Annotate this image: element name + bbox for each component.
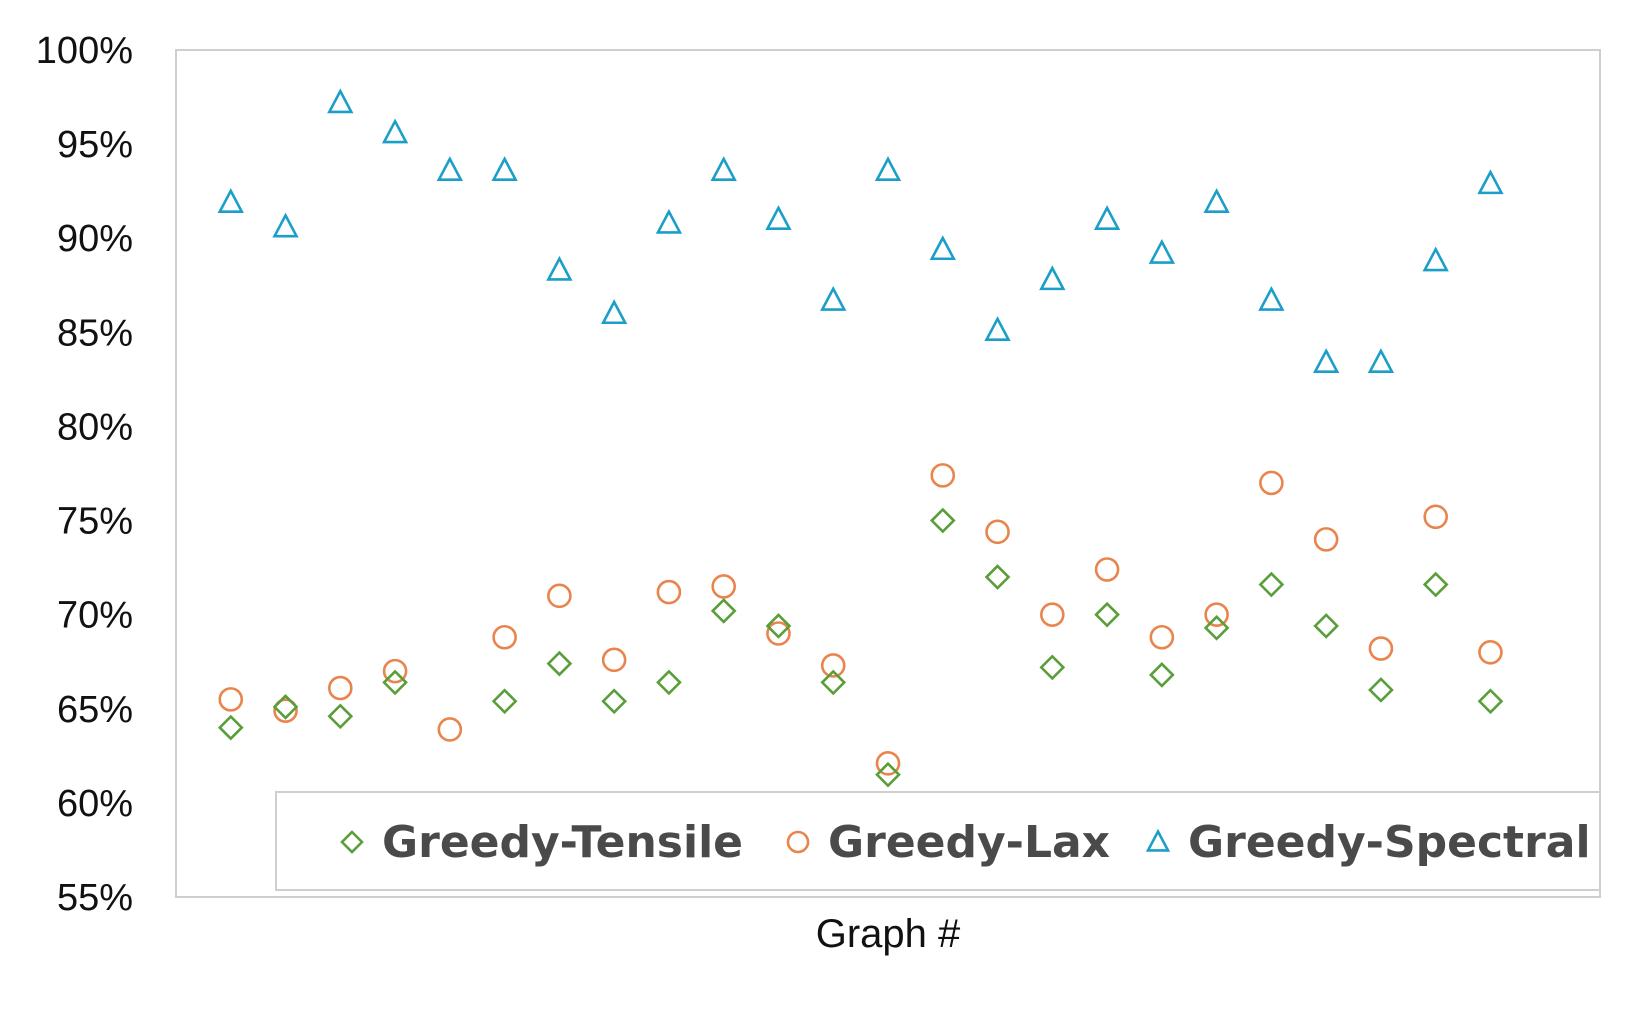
- y-tick-label: 65%: [57, 689, 133, 731]
- data-point-diamond: [1149, 662, 1175, 688]
- data-point-triangle: [1422, 246, 1449, 272]
- y-tick-label: 100%: [36, 30, 133, 72]
- data-point-circle: [1423, 504, 1448, 530]
- data-point-circle: [1313, 527, 1339, 552]
- y-tick-label: 55%: [57, 877, 133, 919]
- data-point-circle: [820, 653, 846, 678]
- data-point-circle: [492, 624, 517, 650]
- data-point-triangle: [655, 208, 683, 234]
- data-point-triangle: [381, 118, 409, 144]
- data-point-triangle: [710, 156, 737, 182]
- data-point-circle: [273, 698, 298, 723]
- data-point-circle: [547, 583, 572, 609]
- data-point-circle: [875, 751, 901, 776]
- data-point-diamond: [491, 688, 518, 715]
- data-point-diamond: [710, 598, 737, 624]
- data-point-diamond: [601, 688, 627, 715]
- legend-label: Greedy-Lax: [828, 817, 1110, 868]
- data-point-diamond: [1368, 677, 1394, 703]
- data-point-circle: [1149, 624, 1175, 650]
- data-point-circle: [218, 687, 244, 712]
- data-point-triangle: [1477, 169, 1504, 195]
- data-point-diamond: [984, 564, 1011, 590]
- data-point-circle: [1259, 470, 1284, 496]
- data-point-circle: [766, 621, 791, 646]
- data-point-triangle: [1148, 238, 1176, 264]
- legend: Greedy-Tensile Greedy-Lax Greedy-Spectral: [275, 791, 1601, 891]
- legend-label: Greedy-Spectral: [1188, 817, 1591, 868]
- data-point-diamond: [272, 694, 299, 720]
- legend-triangle-icon: [1145, 828, 1171, 852]
- y-tick-label: 95%: [57, 124, 133, 166]
- legend-label: Greedy-Tensile: [382, 817, 743, 868]
- data-point-triangle: [984, 316, 1011, 341]
- legend-box: [275, 791, 1601, 891]
- data-point-circle: [711, 574, 736, 599]
- data-point-diamond: [820, 669, 847, 696]
- data-point-triangle: [600, 299, 628, 325]
- data-point-diamond: [1094, 601, 1120, 628]
- data-point-diamond: [382, 669, 408, 696]
- y-tick-label: 75%: [57, 501, 133, 543]
- data-point-circle: [656, 579, 682, 605]
- data-point-diamond: [1039, 654, 1066, 681]
- data-point-triangle: [1093, 205, 1121, 230]
- data-point-triangle: [491, 156, 518, 182]
- data-point-circle: [1094, 557, 1120, 582]
- data-point-triangle: [1312, 348, 1340, 373]
- data-point-triangle: [327, 88, 354, 114]
- data-point-triangle: [1039, 265, 1066, 291]
- data-point-diamond: [1258, 571, 1285, 598]
- data-point-triangle: [1367, 348, 1395, 373]
- data-point-circle: [328, 675, 353, 701]
- legend-circle-icon: [786, 830, 810, 854]
- data-point-diamond: [656, 669, 682, 696]
- data-point-diamond: [327, 703, 354, 730]
- data-point-circle: [930, 463, 956, 488]
- data-point-diamond: [929, 507, 956, 534]
- data-point-diamond: [1203, 615, 1230, 641]
- data-point-circle: [382, 658, 408, 684]
- data-point-circle: [1368, 636, 1394, 661]
- data-point-circle: [1478, 640, 1503, 665]
- y-tick-label: 70%: [57, 595, 133, 637]
- data-point-circle: [1204, 602, 1229, 627]
- data-point-triangle: [1203, 188, 1230, 213]
- data-point-circle: [437, 717, 463, 742]
- data-point-triangle: [765, 205, 792, 230]
- y-tick-label: 80%: [57, 406, 133, 448]
- data-point-circle: [601, 647, 627, 673]
- data-point-circle: [1040, 602, 1065, 627]
- legend-diamond-icon: [340, 830, 364, 854]
- plot-area: [175, 49, 1601, 898]
- y-tick-label: 60%: [57, 783, 133, 825]
- data-point-triangle: [217, 188, 244, 213]
- data-point-circle: [985, 519, 1010, 545]
- data-point-diamond: [875, 761, 901, 788]
- x-axis-label: Graph #: [816, 912, 961, 956]
- data-point-triangle: [436, 156, 464, 182]
- data-point-triangle: [874, 156, 902, 182]
- data-point-diamond: [1477, 688, 1504, 715]
- y-tick-label: 90%: [57, 218, 133, 260]
- data-point-diamond: [765, 613, 792, 639]
- data-point-triangle: [929, 235, 956, 261]
- data-point-diamond: [1313, 613, 1339, 639]
- data-point-diamond: [217, 714, 244, 741]
- y-tick-label: 85%: [57, 312, 133, 354]
- data-point-triangle: [1258, 286, 1285, 311]
- data-point-triangle: [272, 212, 299, 238]
- data-point-triangle: [546, 255, 573, 281]
- data-point-diamond: [546, 650, 573, 677]
- data-point-diamond: [1422, 571, 1449, 598]
- data-point-triangle: [820, 286, 847, 311]
